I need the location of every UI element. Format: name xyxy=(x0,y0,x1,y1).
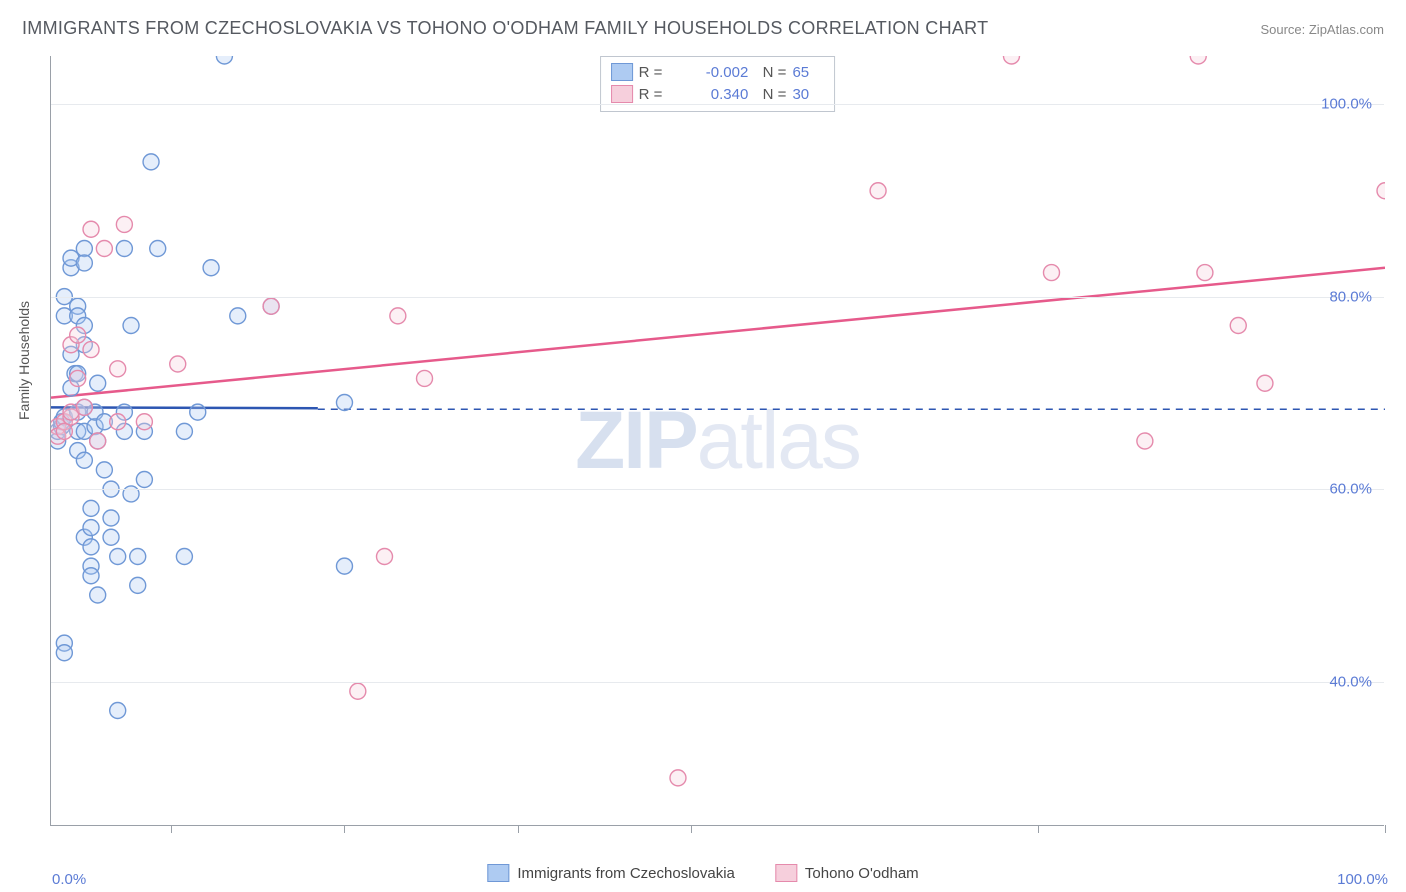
data-point xyxy=(170,356,186,372)
legend-item-a: Immigrants from Czechoslovakia xyxy=(487,864,735,882)
gridline xyxy=(51,682,1384,683)
data-point xyxy=(76,452,92,468)
y-tick-label: 60.0% xyxy=(1329,481,1372,498)
data-point xyxy=(90,433,106,449)
data-point xyxy=(130,577,146,593)
data-point xyxy=(76,399,92,415)
data-point xyxy=(1197,265,1213,281)
data-point xyxy=(83,500,99,516)
data-point xyxy=(203,260,219,276)
data-point xyxy=(176,423,192,439)
data-point xyxy=(150,241,166,257)
series-a-name: Immigrants from Czechoslovakia xyxy=(517,865,735,882)
data-point xyxy=(110,549,126,565)
y-tick-label: 80.0% xyxy=(1329,288,1372,305)
regression-line xyxy=(51,268,1385,398)
gridline xyxy=(51,104,1384,105)
data-point xyxy=(216,56,232,64)
data-point xyxy=(1137,433,1153,449)
data-point xyxy=(110,703,126,719)
data-point xyxy=(136,472,152,488)
data-point xyxy=(76,255,92,271)
data-point xyxy=(417,370,433,386)
chart-title: IMMIGRANTS FROM CZECHOSLOVAKIA VS TOHONO… xyxy=(22,18,988,39)
data-point xyxy=(116,216,132,232)
swatch-b xyxy=(775,864,797,882)
data-point xyxy=(1377,183,1385,199)
x-tick xyxy=(518,825,519,833)
data-point xyxy=(123,318,139,334)
data-point xyxy=(90,587,106,603)
data-point xyxy=(76,241,92,257)
data-point xyxy=(377,549,393,565)
data-point xyxy=(56,645,72,661)
data-point xyxy=(1003,56,1019,64)
data-point xyxy=(136,414,152,430)
data-point xyxy=(176,549,192,565)
data-point xyxy=(263,298,279,314)
data-point xyxy=(83,568,99,584)
data-point xyxy=(390,308,406,324)
data-point xyxy=(83,520,99,536)
plot-area: ZIPatlas R = -0.002 N = 65 R = 0.340 N =… xyxy=(50,56,1384,826)
y-axis-label: Family Households xyxy=(16,301,32,420)
data-point xyxy=(350,683,366,699)
scatter-svg xyxy=(51,56,1385,826)
data-point xyxy=(130,549,146,565)
data-point xyxy=(110,414,126,430)
source-attribution: Source: ZipAtlas.com xyxy=(1260,22,1384,37)
x-tick xyxy=(691,825,692,833)
data-point xyxy=(230,308,246,324)
data-point xyxy=(190,404,206,420)
data-point xyxy=(670,770,686,786)
data-point xyxy=(83,539,99,555)
data-point xyxy=(1230,318,1246,334)
x-tick xyxy=(1385,825,1386,833)
data-point xyxy=(143,154,159,170)
x-tick xyxy=(344,825,345,833)
data-point xyxy=(1044,265,1060,281)
data-point xyxy=(56,423,72,439)
x-tick xyxy=(1038,825,1039,833)
data-point xyxy=(70,327,86,343)
data-point xyxy=(1257,375,1273,391)
data-point xyxy=(103,529,119,545)
data-point xyxy=(83,221,99,237)
y-tick-label: 100.0% xyxy=(1321,96,1372,113)
data-point xyxy=(870,183,886,199)
data-point xyxy=(83,342,99,358)
gridline xyxy=(51,297,1384,298)
legend-item-b: Tohono O'odham xyxy=(775,864,919,882)
data-point xyxy=(116,241,132,257)
x-axis-max-label: 100.0% xyxy=(1337,871,1388,888)
data-point xyxy=(70,370,86,386)
x-axis-min-label: 0.0% xyxy=(52,871,86,888)
series-legend: Immigrants from Czechoslovakia Tohono O'… xyxy=(487,864,918,882)
gridline xyxy=(51,489,1384,490)
data-point xyxy=(110,361,126,377)
x-tick xyxy=(171,825,172,833)
data-point xyxy=(336,558,352,574)
y-tick-label: 40.0% xyxy=(1329,673,1372,690)
data-point xyxy=(1190,56,1206,64)
data-point xyxy=(90,375,106,391)
data-point xyxy=(336,395,352,411)
swatch-a xyxy=(487,864,509,882)
data-point xyxy=(96,462,112,478)
data-point xyxy=(103,510,119,526)
data-point xyxy=(96,241,112,257)
series-b-name: Tohono O'odham xyxy=(805,865,919,882)
